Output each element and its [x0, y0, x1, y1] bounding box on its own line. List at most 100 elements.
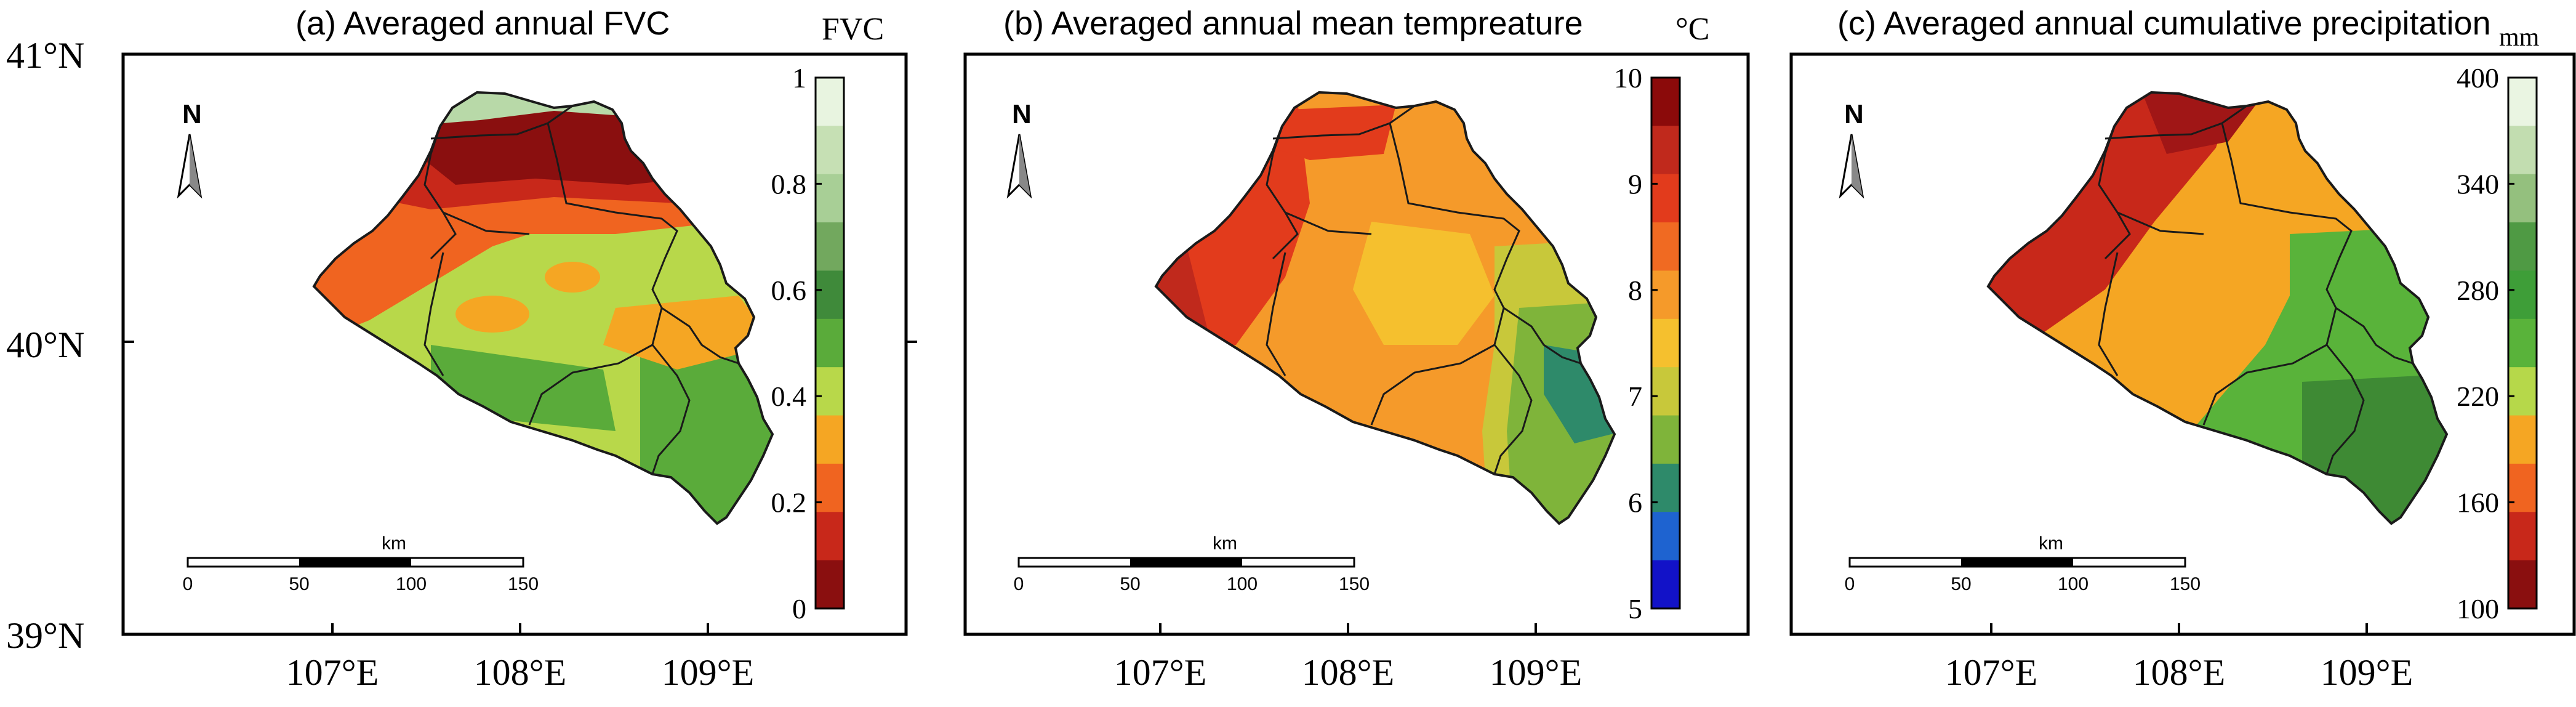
panel-c-scale-bar: km 0 50 100 150 [1845, 533, 2201, 594]
colorbar-swatch [816, 463, 844, 512]
colorbar-tick-label: 160 [2457, 487, 2499, 519]
colorbar-swatch [1651, 463, 1680, 512]
panel-a-lon-109: 109°E [662, 652, 755, 693]
panel-a-scale-tick-2: 100 [396, 574, 427, 594]
panel-c: (c) Averaged annual cumulative precipita… [1789, 5, 2576, 693]
panel-c-colorbar: 400 340 280 220 160 100 [2457, 62, 2538, 624]
colorbar-swatch [2508, 415, 2537, 464]
panel-a-colorbar: 1 0.8 0.6 0.4 0.2 0 [771, 62, 845, 624]
colorbar-tick-label: 6 [1628, 487, 1642, 519]
panel-a-north-label: N [182, 99, 202, 129]
panel-c-scale-tick-2: 100 [2058, 574, 2088, 594]
panel-c-lon-108: 108°E [2133, 652, 2226, 693]
panel-c-title: (c) Averaged annual cumulative precipita… [1837, 5, 2491, 42]
colorbar-swatch [1651, 415, 1680, 464]
colorbar-swatch [1651, 512, 1680, 561]
panel-c-lon-107: 107°E [1945, 652, 2038, 693]
colorbar-swatch [2508, 270, 2537, 320]
colorbar-swatch [1651, 174, 1680, 223]
panel-a-scale-unit: km [382, 533, 406, 554]
panel-b-title: (b) Averaged annual mean tempreature [1003, 5, 1583, 42]
colorbar-swatch [1651, 318, 1680, 368]
panel-b-lon-107: 107°E [1114, 652, 1207, 693]
colorbar-tick-label: 280 [2457, 275, 2499, 306]
panel-c-scale-tick-3: 150 [2170, 574, 2201, 594]
colorbar-swatch [1651, 78, 1680, 126]
lat-label-40: 40°N [6, 325, 84, 365]
colorbar-frame [1650, 76, 1681, 610]
panel-b-unit: °C [1675, 12, 1709, 47]
panel-b-scale-unit: km [1213, 533, 1237, 554]
colorbar-swatch [1651, 126, 1680, 175]
colorbar-swatch [2508, 78, 2537, 126]
colorbar-swatch [816, 512, 844, 561]
colorbar-frame [814, 76, 845, 610]
colorbar-swatch [816, 222, 844, 271]
colorbar-swatch [2508, 367, 2537, 416]
panel-b-north-arrow: N [1006, 99, 1032, 199]
panel-a-lon-108: 108°E [474, 652, 567, 693]
colorbar-swatch [816, 415, 844, 464]
colorbar-swatch [2508, 463, 2537, 512]
panel-a-unit: FVC [822, 12, 884, 47]
colorbar-tick-label: 0.6 [771, 275, 807, 306]
panel-b-scale-tick-1: 50 [1120, 574, 1140, 594]
panel-c-county-borders [2098, 105, 2413, 475]
panel-a-lon-107: 107°E [286, 652, 379, 693]
colorbar-tick-label: 9 [1628, 168, 1642, 200]
panel-c-scale-unit: km [2039, 533, 2063, 554]
colorbar-swatch [1651, 270, 1680, 320]
colorbar-swatch [816, 318, 844, 368]
panel-a-county-borders [423, 105, 739, 475]
colorbar-tick-label: 8 [1628, 275, 1642, 306]
lat-label-39: 39°N [6, 615, 84, 656]
panel-b-scale-tick-0: 0 [1014, 574, 1024, 594]
colorbar-swatch [2508, 512, 2537, 561]
colorbar-swatch [1651, 560, 1680, 609]
colorbar-tick-label: 5 [1628, 593, 1642, 624]
panel-b-lon-108: 108°E [1302, 652, 1395, 693]
panel-b-scale-bar: km 0 50 100 150 [1014, 533, 1370, 594]
panel-b-lon-109: 109°E [1490, 652, 1583, 693]
colorbar-tick-label: 0 [792, 593, 806, 624]
panel-a-scale-tick-3: 150 [508, 574, 539, 594]
colorbar-swatch [816, 78, 844, 126]
colorbar-swatch [2508, 560, 2537, 609]
colorbar-tick-label: 7 [1628, 381, 1642, 412]
panel-a-north-arrow: N [177, 99, 203, 199]
colorbar-swatch [816, 270, 844, 320]
colorbar-tick-label: 340 [2457, 168, 2499, 200]
colorbar-swatch [2508, 174, 2537, 223]
panel-b-north-label: N [1012, 99, 1032, 129]
colorbar-swatch [1651, 222, 1680, 271]
colorbar-tick-label: 10 [1614, 62, 1642, 94]
colorbar-swatch [816, 367, 844, 416]
colorbar-tick-label: 1 [792, 62, 806, 94]
panel-c-north-arrow: N [1839, 99, 1864, 199]
panel-a-scale-tick-0: 0 [183, 574, 193, 594]
colorbar-swatch [816, 560, 844, 609]
panel-c-north-label: N [1844, 99, 1864, 129]
lat-label-41: 41°N [6, 35, 84, 76]
panel-a-scale-tick-1: 50 [289, 574, 309, 594]
panel-b-region-outline [1154, 91, 1616, 525]
colorbar-swatch [2508, 318, 2537, 368]
colorbar-swatch [1651, 367, 1680, 416]
panel-b-county-borders [1266, 105, 1581, 475]
panel-b-colorbar: 10 9 8 7 6 5 [1614, 62, 1681, 624]
colorbar-swatch [816, 174, 844, 223]
colorbar-tick-label: 0.8 [771, 168, 807, 200]
colorbar-swatch [2508, 222, 2537, 271]
panel-c-unit: mm [2499, 23, 2540, 52]
panel-b-scale-tick-2: 100 [1227, 574, 1258, 594]
panel-c-lon-109: 109°E [2321, 652, 2413, 693]
panel-a-scale-bar: km 0 50 100 150 [183, 533, 539, 594]
colorbar-tick-label: 220 [2457, 381, 2499, 412]
colorbar-swatch [2508, 126, 2537, 175]
panel-c-region-outline [1986, 91, 2449, 525]
colorbar-tick-label: 400 [2457, 62, 2499, 94]
panel-b-scale-tick-3: 150 [1339, 574, 1370, 594]
panel-a-region-outline [312, 91, 774, 525]
colorbar-tick-label: 0.2 [771, 487, 807, 519]
